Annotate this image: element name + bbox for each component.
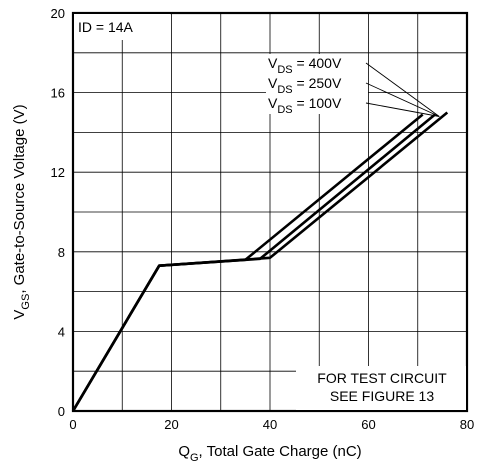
series-line-2 bbox=[71, 111, 449, 412]
note-line-2: SEE FIGURE 13 bbox=[330, 388, 434, 404]
condition-box bbox=[74, 14, 170, 40]
x-tick-label: 40 bbox=[263, 417, 277, 432]
series-leader-0 bbox=[365, 62, 440, 117]
y-tick-label: 12 bbox=[51, 165, 65, 180]
series-leader-2 bbox=[365, 102, 440, 117]
series-label-bg bbox=[266, 94, 368, 114]
x-tick-label: 80 bbox=[460, 417, 474, 432]
tick-labels: 0 20 40 60 80 0 4 8 12 16 20 bbox=[51, 6, 475, 432]
condition-label: ID = 14A bbox=[78, 19, 134, 35]
x-tick-label: 0 bbox=[69, 417, 76, 432]
y-tick-label: 8 bbox=[58, 245, 65, 260]
y-tick-label: 16 bbox=[51, 86, 65, 101]
series-label-2: VDS = 100V bbox=[268, 95, 342, 116]
y-tick-label: 0 bbox=[58, 404, 65, 419]
series-label-bg bbox=[266, 74, 368, 94]
x-tick-label: 60 bbox=[361, 417, 375, 432]
series-leader-1 bbox=[365, 82, 440, 117]
plot-frame bbox=[71, 11, 469, 413]
y-tick-label: 4 bbox=[58, 324, 65, 339]
note-box bbox=[296, 366, 466, 410]
series-label-bg bbox=[266, 54, 368, 74]
series-label-1: VDS = 250V bbox=[268, 75, 342, 96]
series-label-0: VDS = 400V bbox=[268, 55, 342, 76]
y-tick-label: 20 bbox=[51, 6, 65, 21]
y-axis-label: VGS, Gate-to-Source Voltage (V) bbox=[11, 104, 32, 319]
x-axis-label: QG, Total Gate Charge (nC) bbox=[178, 443, 361, 464]
note-line-1: FOR TEST CIRCUIT bbox=[317, 370, 447, 386]
x-tick-label: 20 bbox=[164, 417, 178, 432]
series-group bbox=[71, 111, 449, 412]
